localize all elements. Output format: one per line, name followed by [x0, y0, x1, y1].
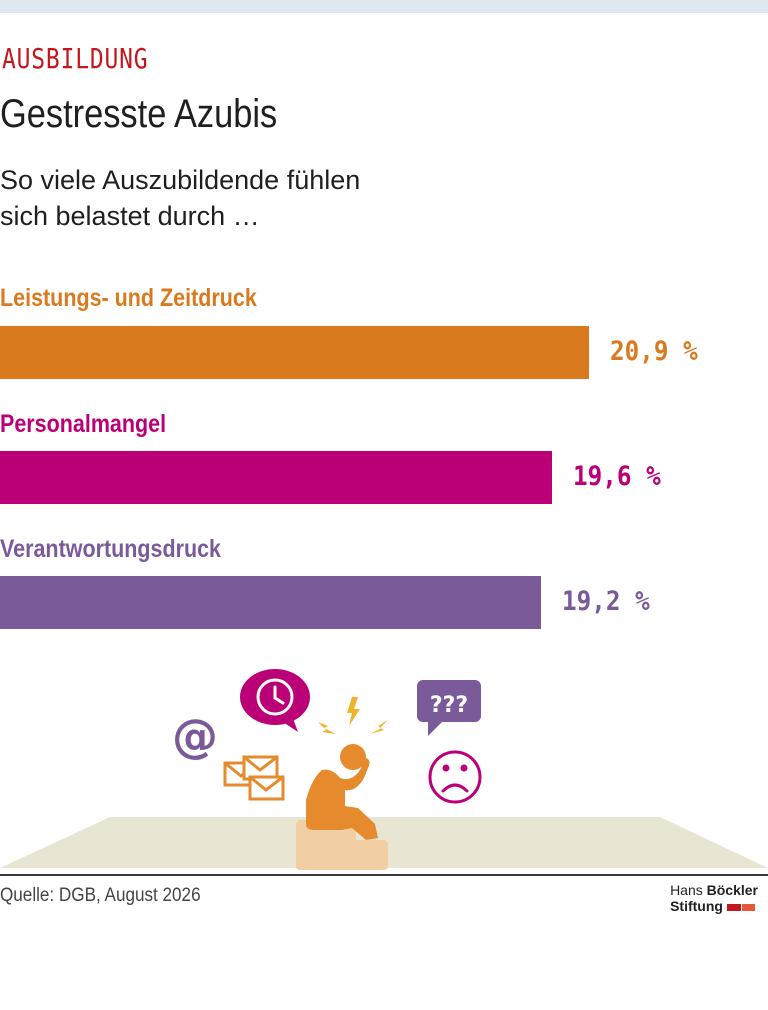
category-label: Leistungs- und Zeitdruck	[0, 284, 257, 312]
category-label: Verantwortungsdruck	[0, 535, 222, 563]
chart-subtitle: So viele Auszubildende fühlen sich belas…	[0, 162, 480, 234]
lightning-icon	[318, 697, 388, 734]
subtitle-line-1: So viele Auszubildende fühlen	[0, 165, 361, 195]
value-label: 20,9 %	[610, 336, 698, 367]
bar	[0, 326, 589, 379]
question-text: ???	[430, 693, 468, 718]
logo-text-hans: Hans	[670, 882, 703, 898]
bar	[0, 451, 552, 504]
sad-face-icon	[428, 750, 482, 804]
at-sign-icon: @	[172, 709, 218, 763]
chart-title: Gestresste Azubis	[0, 92, 278, 136]
category-label: Personalmangel	[0, 410, 167, 438]
value-label: 19,2 %	[562, 586, 650, 617]
subtitle-line-2: sich belastet durch …	[0, 201, 260, 231]
kicker: AUSBILDUNG	[2, 42, 149, 75]
envelope-icon	[223, 755, 285, 801]
hans-boeckler-logo: Hans Böckler Stiftung	[670, 882, 758, 914]
step-block	[330, 840, 388, 870]
logo-mark-icon	[726, 903, 755, 911]
clock-bubble-icon	[240, 669, 310, 732]
source-note: Quelle: DGB, August 2026	[0, 885, 201, 906]
question-bubble-icon: ???	[417, 680, 481, 736]
bar	[0, 576, 541, 629]
stress-illustration: @ ???	[0, 669, 768, 870]
top-color-strip	[0, 0, 768, 13]
value-label: 19,6 %	[573, 461, 661, 492]
logo-text-boeckler: Böckler	[706, 882, 758, 898]
logo-text-stiftung: Stiftung	[670, 898, 723, 914]
footer-rule	[0, 874, 768, 876]
worried-person-icon	[306, 744, 378, 840]
